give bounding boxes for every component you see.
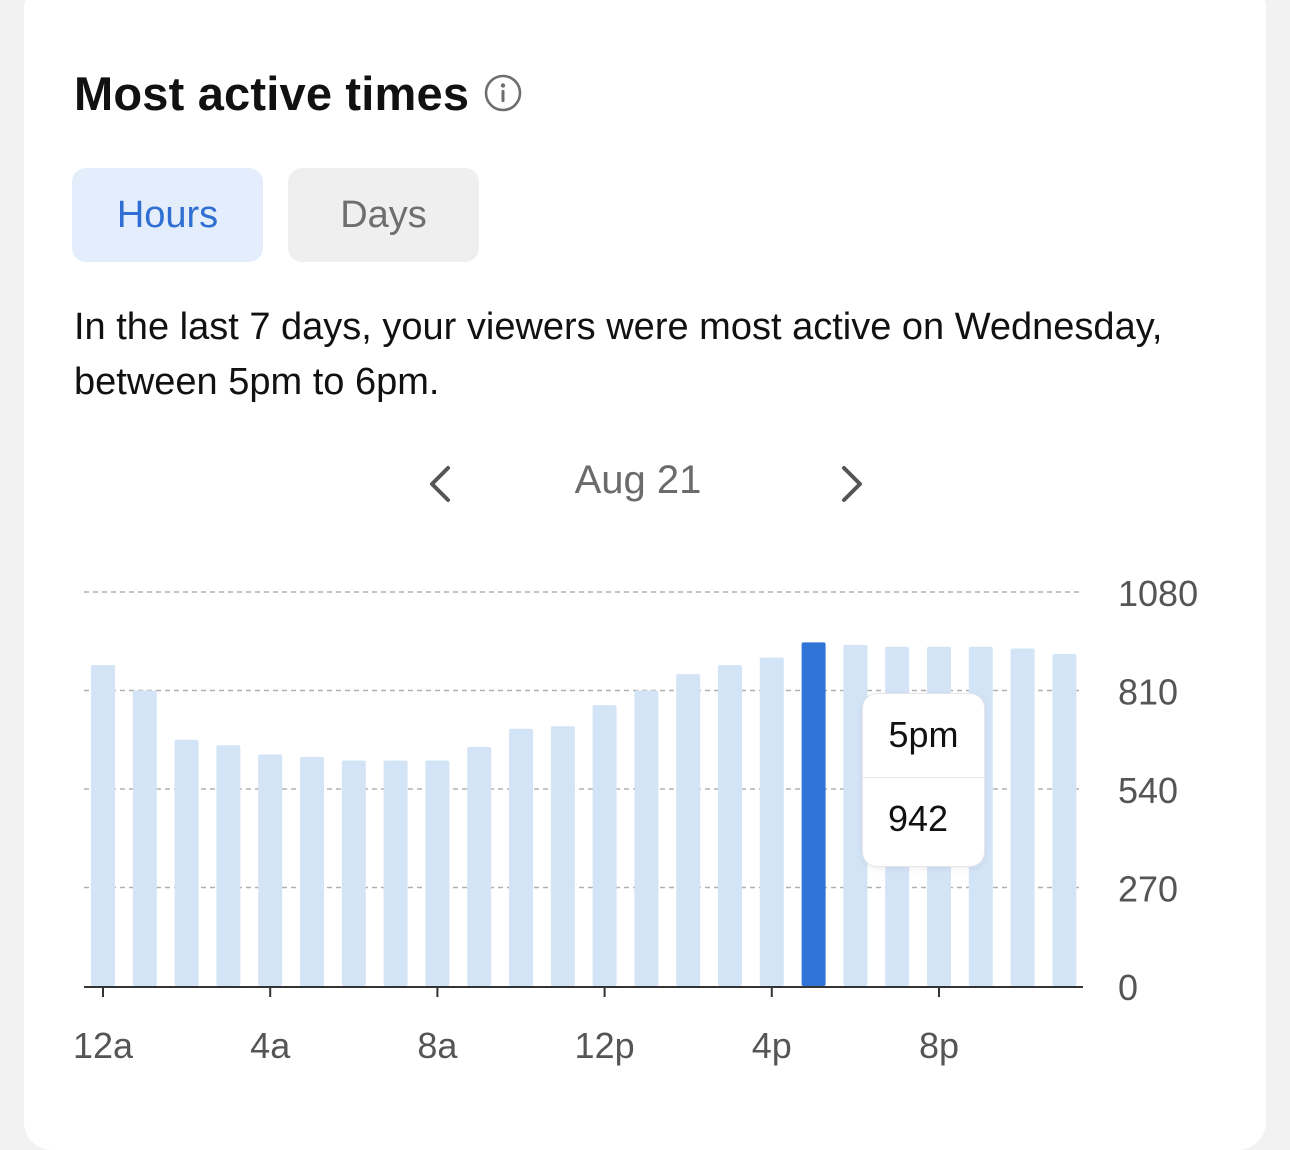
tab-days[interactable]: Days	[288, 168, 479, 262]
tooltip-divider	[863, 777, 984, 778]
x-tick-label: 12a	[73, 1025, 134, 1066]
bar[interactable]	[509, 728, 533, 986]
bar[interactable]	[759, 657, 784, 986]
bar[interactable]	[132, 690, 157, 987]
y-tick-label: 1080	[1118, 573, 1198, 614]
y-tick-label: 270	[1118, 869, 1178, 910]
bar[interactable]	[467, 747, 492, 986]
summary-text: In the last 7 days, your viewers were mo…	[74, 306, 1163, 403]
info-icon[interactable]	[483, 73, 523, 113]
page-title: Most active times	[74, 66, 470, 120]
x-tick-label: 12p	[575, 1025, 635, 1066]
bar[interactable]	[91, 664, 115, 986]
bar[interactable]	[592, 705, 617, 986]
tab-hours[interactable]: Hours	[72, 168, 263, 262]
bar[interactable]	[634, 690, 659, 987]
bar-tooltip: 5pm 942	[863, 694, 984, 866]
bar[interactable]	[383, 760, 408, 986]
x-tick-label: 4p	[752, 1025, 792, 1066]
x-tick-label: 8p	[919, 1025, 959, 1066]
bar[interactable]	[550, 726, 575, 986]
tooltip-hour: 5pm	[888, 714, 959, 755]
bar[interactable]	[258, 754, 283, 986]
y-tick-label: 540	[1118, 770, 1178, 811]
bar-highlighted[interactable]	[801, 642, 826, 986]
hourly-activity-chart: 0 270 540 810 1080 12a 4a 8a 12p 4p 8p	[73, 573, 1198, 1066]
bar[interactable]	[174, 739, 199, 986]
bar[interactable]	[300, 756, 324, 986]
bar[interactable]	[1010, 648, 1035, 986]
date-label: Aug 21	[574, 458, 702, 502]
header: Most active times	[74, 62, 523, 124]
bar[interactable]	[843, 644, 868, 986]
x-tick-label: 8a	[417, 1025, 458, 1066]
y-tick-label: 0	[1118, 967, 1138, 1008]
chevron-right-icon[interactable]	[832, 460, 872, 508]
bar[interactable]	[341, 760, 366, 986]
bar[interactable]	[676, 674, 701, 986]
bar[interactable]	[216, 745, 241, 986]
tooltip-value: 942	[887, 798, 949, 839]
x-tick-label: 4a	[250, 1025, 291, 1066]
chevron-left-icon[interactable]	[420, 460, 460, 508]
bar[interactable]	[1052, 654, 1077, 986]
bar[interactable]	[425, 760, 450, 986]
bar[interactable]	[718, 664, 742, 986]
y-tick-label: 810	[1118, 672, 1178, 713]
